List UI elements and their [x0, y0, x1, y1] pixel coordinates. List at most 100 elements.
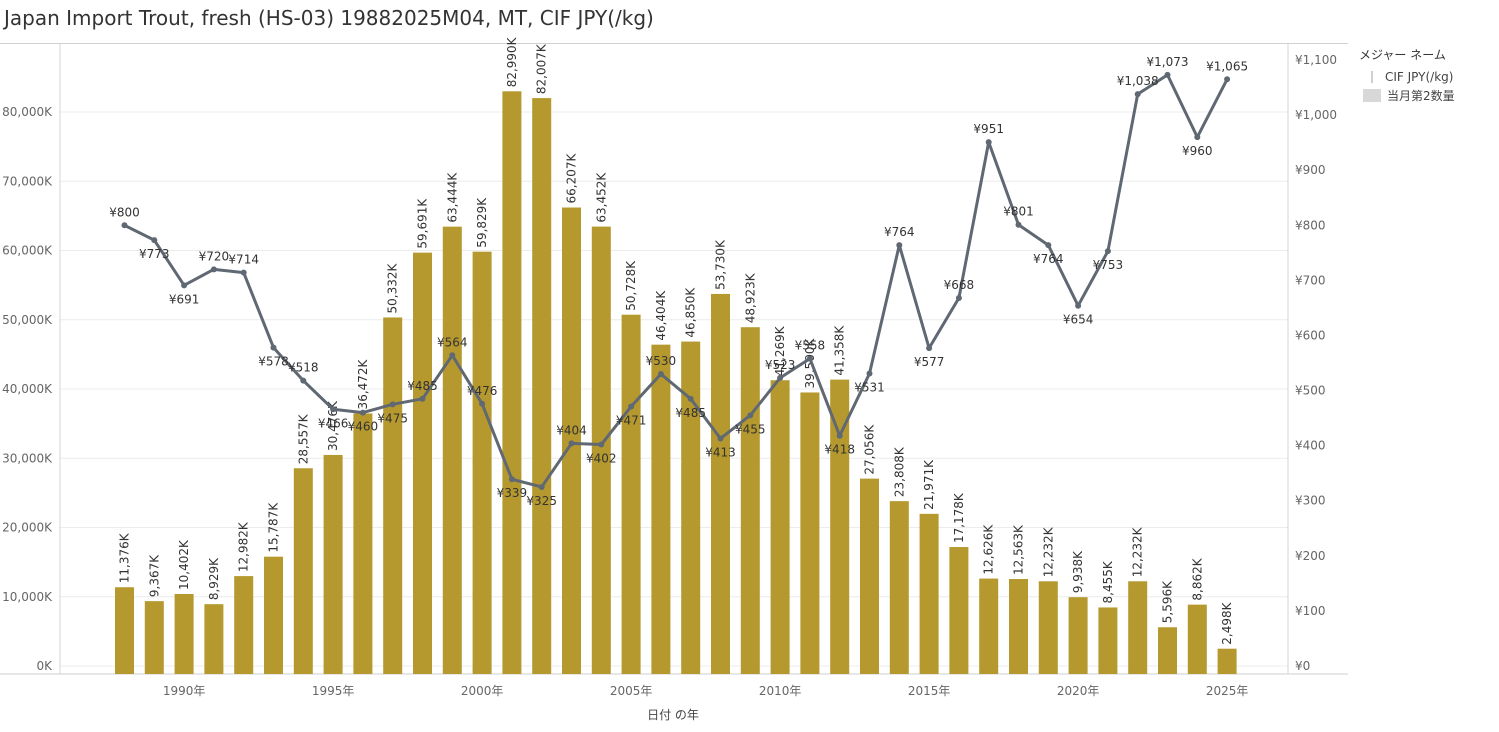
bar[interactable]: [234, 576, 254, 674]
bar[interactable]: [502, 91, 522, 674]
line-point[interactable]: [628, 403, 635, 410]
bar[interactable]: [800, 392, 820, 674]
line-point[interactable]: [1075, 302, 1082, 309]
bar[interactable]: [770, 380, 790, 674]
line-point[interactable]: [836, 432, 843, 439]
bar[interactable]: [144, 601, 164, 674]
line-data-label: ¥471: [616, 414, 647, 428]
line-point[interactable]: [240, 269, 247, 276]
line-point[interactable]: [1134, 91, 1141, 98]
bar[interactable]: [949, 547, 969, 674]
line-point[interactable]: [747, 412, 754, 419]
bar[interactable]: [1158, 627, 1177, 674]
bar[interactable]: [591, 226, 611, 674]
line-point[interactable]: [598, 441, 605, 448]
line-data-label: ¥564: [437, 335, 468, 349]
y-right-tick-label: ¥700: [1295, 273, 1326, 287]
line-point[interactable]: [330, 406, 337, 413]
bar[interactable]: [651, 344, 671, 674]
line-point[interactable]: [508, 476, 515, 483]
bar[interactable]: [383, 317, 403, 674]
bar[interactable]: [979, 578, 999, 674]
bar[interactable]: [532, 98, 552, 675]
line-point[interactable]: [777, 374, 784, 381]
bar[interactable]: [264, 556, 283, 674]
price-line[interactable]: [123, 73, 1229, 489]
line-point[interactable]: [568, 440, 575, 447]
line-point[interactable]: [1164, 71, 1171, 78]
y-left-tick-label: 70,000K: [2, 174, 53, 188]
line-data-label: ¥764: [1033, 252, 1064, 266]
bar-data-label: 12,982K: [237, 521, 251, 572]
line-point[interactable]: [926, 345, 933, 352]
bar[interactable]: [323, 454, 343, 674]
bar[interactable]: [621, 314, 641, 674]
bar-data-label: 27,056K: [863, 424, 877, 475]
bar[interactable]: [1187, 604, 1207, 674]
bar-data-label: 2,498K: [1220, 601, 1234, 644]
x-axis-title: 日付 の年: [647, 708, 699, 722]
y-left-tick-label: 50,000K: [2, 313, 53, 327]
legend-item-bar[interactable]: 当月第2数量: [1363, 86, 1455, 105]
bar-data-label: 15,787K: [267, 502, 281, 553]
bar[interactable]: [115, 587, 134, 674]
bar[interactable]: [442, 226, 462, 674]
line-point[interactable]: [657, 371, 664, 378]
line-point[interactable]: [1224, 76, 1231, 83]
line-point[interactable]: [121, 222, 128, 229]
bar-data-label: 82,990K: [505, 36, 519, 87]
x-tick-label: 2025年: [1206, 684, 1249, 698]
bar[interactable]: [353, 413, 373, 674]
bar[interactable]: [1038, 581, 1058, 674]
line-point[interactable]: [181, 282, 188, 289]
bar[interactable]: [472, 251, 492, 674]
line-point[interactable]: [866, 370, 873, 377]
line-point[interactable]: [419, 395, 426, 402]
line-point[interactable]: [449, 352, 456, 359]
bar[interactable]: [919, 513, 939, 674]
line-point[interactable]: [1104, 248, 1111, 255]
bar-data-label: 63,444K: [445, 172, 459, 223]
x-tick-label: 2020年: [1057, 684, 1100, 698]
bar[interactable]: [293, 468, 313, 674]
line-point[interactable]: [270, 344, 277, 351]
bar[interactable]: [1098, 607, 1118, 674]
bar[interactable]: [889, 501, 909, 674]
bar-data-label: 53,730K: [714, 239, 728, 290]
bar[interactable]: [740, 327, 760, 674]
bar[interactable]: [1217, 648, 1237, 674]
line-point[interactable]: [985, 139, 992, 146]
line-point[interactable]: [806, 355, 813, 362]
bar[interactable]: [1009, 579, 1028, 674]
bar[interactable]: [1068, 597, 1088, 674]
bar[interactable]: [204, 604, 224, 674]
bar[interactable]: [860, 478, 879, 674]
bar[interactable]: [681, 341, 701, 674]
line-point[interactable]: [717, 435, 724, 442]
bar[interactable]: [413, 252, 432, 674]
line-point[interactable]: [538, 483, 545, 490]
bar[interactable]: [711, 293, 730, 674]
bar[interactable]: [830, 379, 850, 674]
legend-item-line[interactable]: CIF JPY(/kg): [1363, 67, 1455, 86]
line-point[interactable]: [151, 237, 158, 244]
line-point[interactable]: [210, 266, 217, 273]
line-point[interactable]: [1045, 242, 1052, 249]
line-point[interactable]: [359, 409, 366, 416]
line-point[interactable]: [687, 395, 694, 402]
line-data-label: ¥460: [348, 420, 379, 434]
bar-data-label: 66,207K: [565, 153, 579, 204]
bar[interactable]: [174, 593, 194, 674]
line-point[interactable]: [896, 242, 903, 249]
line-point[interactable]: [479, 400, 486, 407]
line-point[interactable]: [389, 401, 396, 408]
line-point[interactable]: [955, 294, 962, 301]
bar[interactable]: [1128, 581, 1148, 674]
line-point[interactable]: [1015, 221, 1022, 228]
line-data-label: ¥1,038: [1117, 74, 1159, 88]
line-point[interactable]: [1194, 134, 1201, 141]
line-data-label: ¥402: [586, 452, 617, 466]
line-data-label: ¥654: [1063, 313, 1094, 327]
line-point[interactable]: [300, 377, 307, 384]
